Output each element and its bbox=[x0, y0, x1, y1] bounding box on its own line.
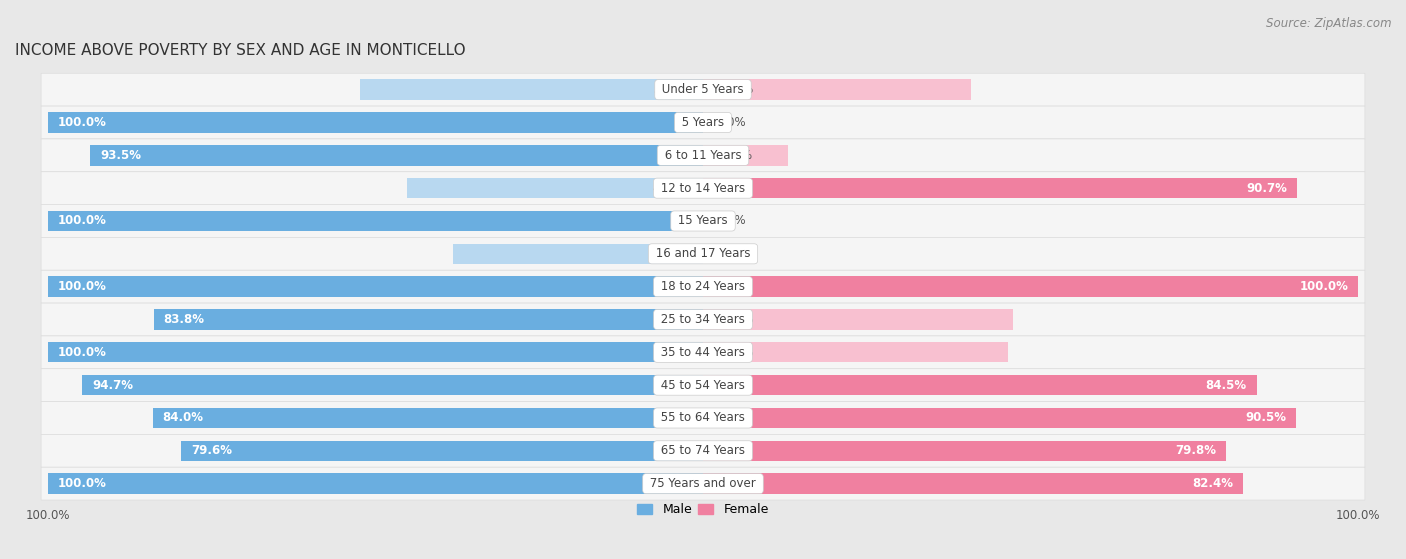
Bar bbox=[703, 178, 1298, 198]
Bar bbox=[48, 211, 703, 231]
Bar bbox=[453, 244, 703, 264]
FancyBboxPatch shape bbox=[41, 139, 1365, 172]
Text: 6 to 11 Years: 6 to 11 Years bbox=[661, 149, 745, 162]
Bar bbox=[48, 277, 703, 297]
Text: INCOME ABOVE POVERTY BY SEX AND AGE IN MONTICELLO: INCOME ABOVE POVERTY BY SEX AND AGE IN M… bbox=[15, 43, 465, 58]
Bar bbox=[703, 375, 1257, 395]
Text: 13.0%: 13.0% bbox=[716, 149, 754, 162]
Bar bbox=[703, 408, 1296, 428]
Text: 45 to 54 Years: 45 to 54 Years bbox=[657, 378, 749, 392]
Bar bbox=[703, 440, 1226, 461]
Text: 0.0%: 0.0% bbox=[716, 215, 745, 228]
Text: 0.0%: 0.0% bbox=[716, 247, 745, 260]
Text: 35 to 44 Years: 35 to 44 Years bbox=[657, 346, 749, 359]
Bar bbox=[703, 145, 789, 165]
Text: 100.0%: 100.0% bbox=[58, 346, 107, 359]
FancyBboxPatch shape bbox=[41, 238, 1365, 270]
FancyBboxPatch shape bbox=[41, 73, 1365, 106]
Text: 79.8%: 79.8% bbox=[1175, 444, 1216, 457]
Text: 100.0%: 100.0% bbox=[58, 116, 107, 129]
Bar bbox=[48, 473, 703, 494]
Text: 100.0%: 100.0% bbox=[58, 477, 107, 490]
Bar bbox=[48, 342, 703, 362]
Text: 83.8%: 83.8% bbox=[163, 313, 205, 326]
Text: 65 to 74 Years: 65 to 74 Years bbox=[657, 444, 749, 457]
Text: 94.7%: 94.7% bbox=[93, 378, 134, 392]
Bar bbox=[703, 309, 1012, 330]
FancyBboxPatch shape bbox=[41, 106, 1365, 139]
Text: 16 and 17 Years: 16 and 17 Years bbox=[652, 247, 754, 260]
Text: 52.4%: 52.4% bbox=[652, 83, 690, 96]
Text: 100.0%: 100.0% bbox=[1299, 280, 1348, 293]
Bar bbox=[90, 145, 703, 165]
FancyBboxPatch shape bbox=[41, 270, 1365, 303]
Text: 82.4%: 82.4% bbox=[1192, 477, 1233, 490]
Text: 100.0%: 100.0% bbox=[58, 280, 107, 293]
Bar bbox=[153, 408, 703, 428]
Bar bbox=[153, 309, 703, 330]
Text: 90.7%: 90.7% bbox=[1247, 182, 1288, 195]
FancyBboxPatch shape bbox=[41, 434, 1365, 467]
Bar bbox=[703, 473, 1243, 494]
FancyBboxPatch shape bbox=[41, 205, 1365, 238]
Text: 55 to 64 Years: 55 to 64 Years bbox=[657, 411, 749, 424]
FancyBboxPatch shape bbox=[41, 172, 1365, 205]
Text: 84.0%: 84.0% bbox=[163, 411, 204, 424]
Text: 84.5%: 84.5% bbox=[1206, 378, 1247, 392]
Bar bbox=[181, 440, 703, 461]
Text: 25 to 34 Years: 25 to 34 Years bbox=[657, 313, 749, 326]
Text: Source: ZipAtlas.com: Source: ZipAtlas.com bbox=[1267, 17, 1392, 30]
Text: 5 Years: 5 Years bbox=[678, 116, 728, 129]
FancyBboxPatch shape bbox=[41, 401, 1365, 434]
Text: 15 Years: 15 Years bbox=[675, 215, 731, 228]
Bar bbox=[703, 277, 1358, 297]
Text: 79.6%: 79.6% bbox=[191, 444, 232, 457]
Bar bbox=[703, 342, 1008, 362]
FancyBboxPatch shape bbox=[41, 467, 1365, 500]
Bar bbox=[408, 178, 703, 198]
Bar bbox=[48, 112, 703, 132]
Text: 90.5%: 90.5% bbox=[1246, 411, 1286, 424]
Text: 46.5%: 46.5% bbox=[716, 346, 754, 359]
Text: 40.9%: 40.9% bbox=[716, 83, 754, 96]
Text: 12 to 14 Years: 12 to 14 Years bbox=[657, 182, 749, 195]
Text: 45.1%: 45.1% bbox=[652, 182, 690, 195]
Legend: Male, Female: Male, Female bbox=[633, 498, 773, 521]
Bar bbox=[703, 79, 972, 100]
Text: 47.3%: 47.3% bbox=[716, 313, 754, 326]
Text: 93.5%: 93.5% bbox=[100, 149, 141, 162]
Text: 100.0%: 100.0% bbox=[58, 215, 107, 228]
Text: Under 5 Years: Under 5 Years bbox=[658, 83, 748, 96]
Text: 38.1%: 38.1% bbox=[652, 247, 690, 260]
FancyBboxPatch shape bbox=[41, 336, 1365, 369]
Text: 18 to 24 Years: 18 to 24 Years bbox=[657, 280, 749, 293]
Text: 0.0%: 0.0% bbox=[716, 116, 745, 129]
FancyBboxPatch shape bbox=[41, 303, 1365, 336]
Bar bbox=[360, 79, 703, 100]
Text: 75 Years and over: 75 Years and over bbox=[647, 477, 759, 490]
FancyBboxPatch shape bbox=[41, 369, 1365, 401]
Bar bbox=[83, 375, 703, 395]
